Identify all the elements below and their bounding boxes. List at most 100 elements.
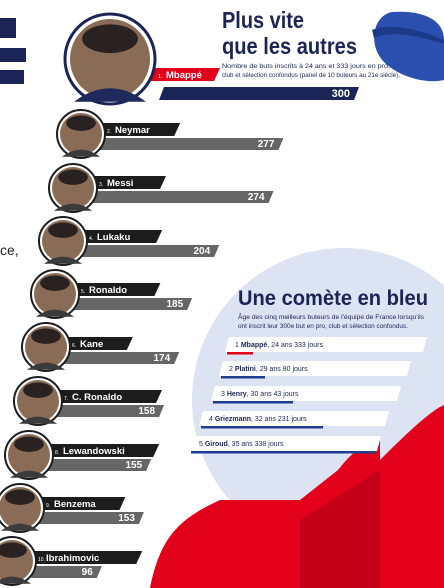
bar — [80, 245, 220, 257]
bar — [159, 87, 359, 100]
left-page-fragment: ce, — [0, 242, 19, 258]
inset-player-name: Platini — [235, 366, 256, 373]
inset-rank: 1 — [235, 342, 241, 349]
rank-label: 7. — [64, 396, 68, 402]
value-label: 158 — [138, 406, 155, 417]
left-deco-block — [0, 48, 26, 62]
bar-chart: 300 1. Mbappé 277 2. Neymar 274 3. Messi 204 4. Luk… — [0, 12, 359, 586]
inset-row-label: 2 Platini, 29 ans 80 jours — [229, 366, 308, 373]
inset-age: , 32 ans 231 jours — [251, 416, 307, 423]
category-label: Lewandowski — [63, 446, 125, 457]
value-label: 96 — [82, 567, 94, 578]
value-label: 174 — [154, 353, 171, 364]
player-photo-hair — [48, 222, 78, 238]
blue-ball-shape — [374, 11, 444, 82]
bar — [59, 352, 180, 364]
inset-row — [225, 337, 427, 352]
inset-age-bar — [201, 426, 323, 429]
category-label: Neymar — [115, 125, 150, 136]
category-label: Mbappé — [166, 70, 202, 81]
player-photo-hair — [40, 275, 70, 291]
inset-player-name: Henry — [227, 391, 247, 398]
inset-player-name: Griezmann — [215, 416, 251, 423]
rank-label: 1. — [158, 74, 162, 80]
inset-row — [199, 411, 389, 426]
name-banner — [71, 283, 161, 296]
inset-age: , 30 ans 43 jours — [247, 391, 299, 398]
name-banner — [36, 497, 126, 510]
player-photo-shirt — [43, 256, 83, 264]
bar — [54, 405, 165, 417]
main-subtitle-line2: club et sélection confondus (panel de 10… — [222, 72, 400, 79]
rank-label: 8. — [55, 450, 59, 456]
value-label: 274 — [248, 192, 265, 203]
category-label: Lukaku — [97, 232, 130, 243]
name-banner — [97, 123, 181, 136]
category-label: C. Ronaldo — [72, 392, 122, 403]
inset-row-label: 4 Griezmann, 32 ans 231 jours — [209, 416, 307, 423]
main-title-line1: Plus vite — [222, 7, 304, 33]
inset-rows: 1 Mbappé, 24 ans 333 jours 2 Platini, 29 … — [189, 337, 427, 454]
player-photo-shirt — [9, 470, 49, 478]
inset-rank: 2 — [229, 366, 235, 373]
rank-label: 6. — [72, 343, 76, 349]
player-photo-shirt — [18, 416, 58, 424]
inset-title: Une comète en bleu — [238, 287, 428, 310]
value-label: 300 — [332, 88, 350, 100]
inset-row-label: 5 Giroud, 35 ans 338 jours — [199, 441, 284, 448]
category-label: Kane — [80, 339, 103, 350]
main-title-line2: que les autres — [222, 33, 357, 59]
player-photo-shirt — [61, 149, 101, 157]
rank-label: 5. — [81, 289, 85, 295]
bar — [37, 512, 144, 524]
inset-rank: 4 — [209, 416, 215, 423]
rank-label: 2. — [107, 129, 111, 135]
rank-label: 4. — [89, 236, 93, 242]
player-photo-shirt — [0, 523, 40, 531]
value-label: 153 — [118, 513, 135, 524]
inset-age: , 35 ans 338 jours — [228, 441, 284, 448]
name-banner — [62, 337, 133, 350]
inset-player-name: Giroud — [205, 441, 228, 448]
category-label: Messi — [107, 178, 133, 189]
player-photo-shirt — [53, 203, 93, 211]
inset-row — [219, 361, 411, 376]
inset-row — [211, 386, 401, 401]
inset-row-label: 3 Henry, 30 ans 43 jours — [221, 391, 299, 398]
value-label: 204 — [194, 246, 211, 257]
rank-label: 9. — [46, 503, 50, 509]
inset-age-bar — [227, 352, 253, 355]
player-photo-hair — [23, 382, 53, 398]
player-photo-hair — [82, 24, 138, 54]
inset-rank: 3 — [221, 391, 227, 398]
bar — [43, 459, 152, 471]
left-deco-block — [0, 70, 24, 84]
inset-row — [189, 436, 381, 451]
player-photo-shirt — [0, 576, 32, 584]
category-label: Ronaldo — [89, 285, 127, 296]
inset-subtitle-line2: ont inscrit leur 300e but en pro, club e… — [238, 324, 408, 330]
inset-subtitle-line1: Âge des cinq meilleurs buteurs de l'équi… — [238, 314, 424, 321]
inset-age-bar — [213, 401, 293, 404]
blue-ball-stripe — [372, 26, 444, 44]
value-label: 155 — [125, 460, 142, 471]
name-banner — [28, 551, 143, 564]
name-banner — [89, 176, 166, 189]
inset-panel: Une comète en bleu Âge des cinq meilleur… — [189, 287, 428, 454]
name-banner — [54, 390, 162, 403]
left-deco-block — [0, 18, 16, 38]
name-banner — [148, 68, 220, 81]
player-photo-hair — [31, 328, 61, 344]
player-photo-shirt — [74, 88, 146, 102]
name-banner — [45, 444, 160, 457]
inset-age-bar — [221, 376, 265, 379]
player-photo-hair — [14, 436, 44, 452]
inset-age: , 24 ans 333 jours — [267, 342, 323, 349]
inset-age: , 29 ans 80 jours — [256, 366, 308, 373]
main-subtitle-line1: Nombre de buts inscrits à 24 ans et 333 … — [222, 63, 390, 70]
player-photo-shirt — [35, 309, 75, 317]
rank-label: 10. — [38, 557, 45, 563]
bar — [98, 138, 284, 150]
bar — [31, 566, 102, 578]
